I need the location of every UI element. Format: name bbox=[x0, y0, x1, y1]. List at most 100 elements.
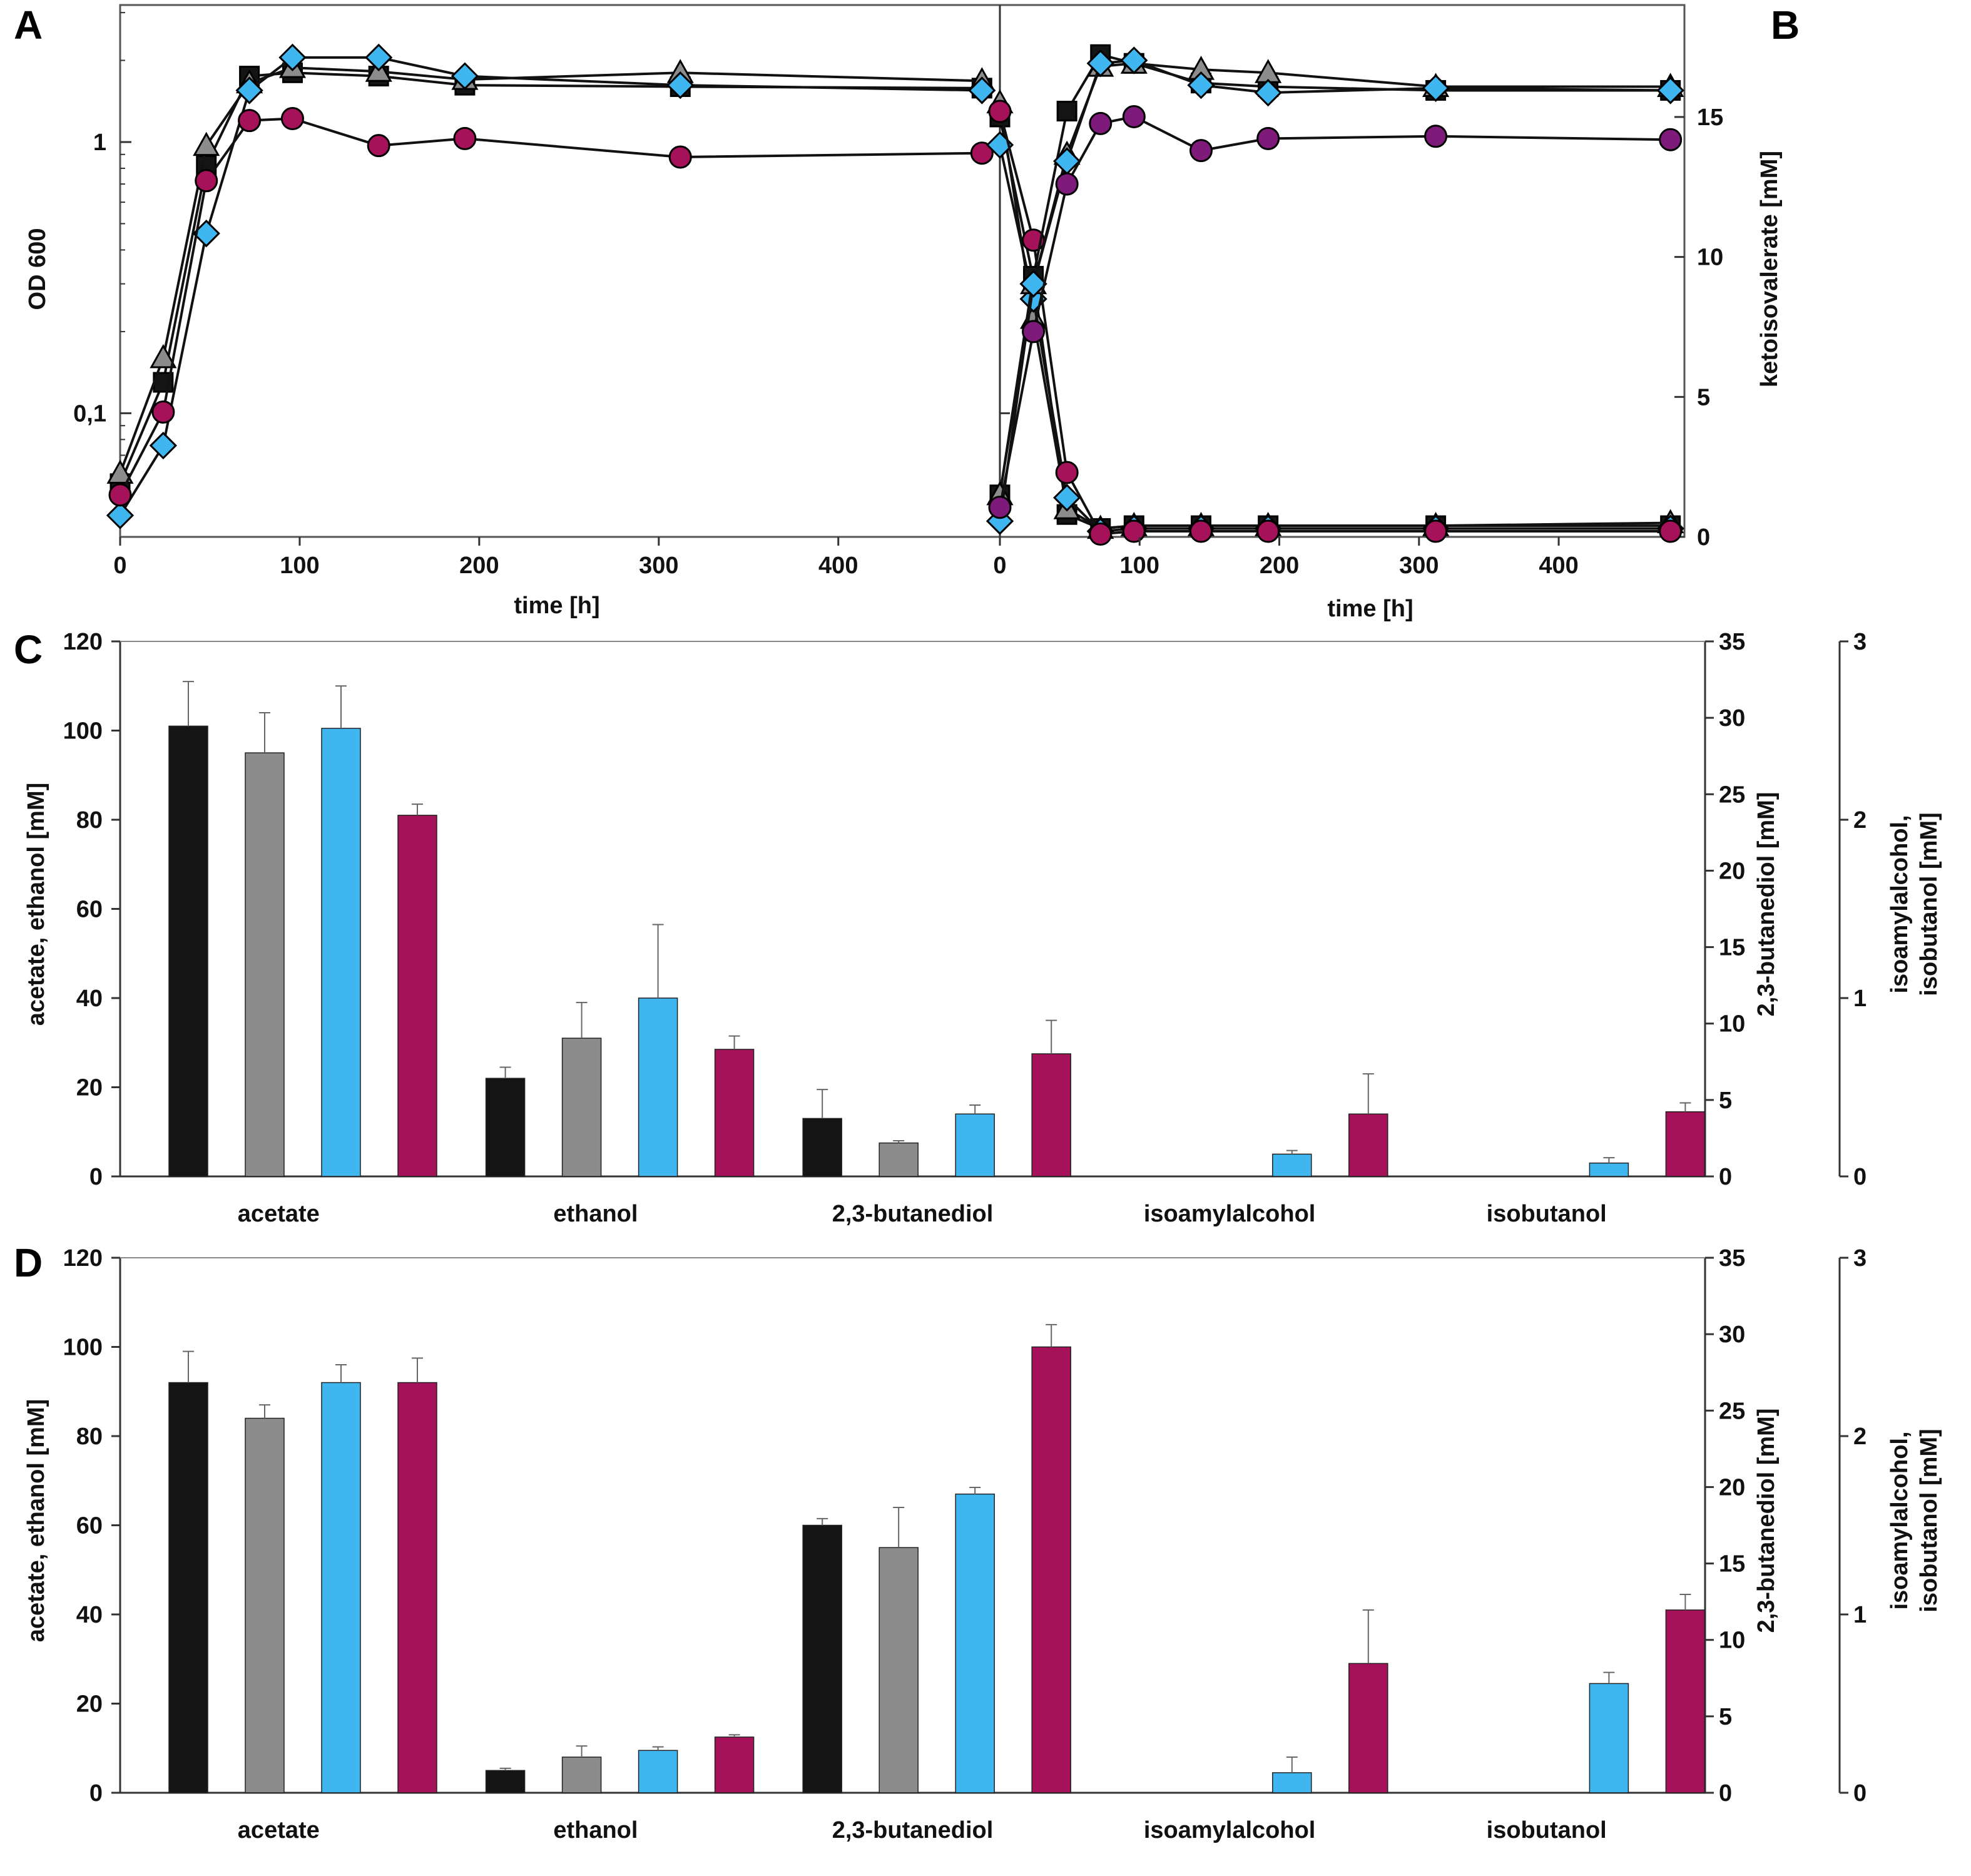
panel-d-y-axis-label: acetate, ethanol [mM] bbox=[23, 1399, 49, 1643]
panel-b-od-series-blue-point bbox=[1187, 71, 1215, 99]
panel-b-kiv-series-black-line bbox=[999, 116, 1671, 530]
panel-d-bar bbox=[561, 1756, 602, 1793]
panel-c-y3-tick-label: 2 bbox=[1853, 807, 1867, 833]
panel-d-y-tick-label: 120 bbox=[63, 1245, 103, 1272]
panel-c-bar bbox=[321, 728, 361, 1177]
panel-b-kiv-series-blue-point bbox=[1053, 484, 1081, 512]
panel-d-y-tick-label: 60 bbox=[76, 1513, 103, 1539]
panel-a-series-gray-point bbox=[150, 344, 177, 369]
panel-c-y2-tick-label: 30 bbox=[1719, 705, 1745, 732]
panel-c-y3-axis-label-line1: isoamylalcohol, bbox=[1887, 815, 1913, 993]
panel-d-bar bbox=[879, 1547, 919, 1793]
panel-d-bar bbox=[1031, 1346, 1071, 1793]
panel-b-kiv-series-magenta-point bbox=[1089, 523, 1113, 546]
panel-b-kiv-series-magenta-point bbox=[1659, 519, 1683, 543]
panel-c-bar bbox=[638, 997, 678, 1177]
panel-b-od-series-purple-point bbox=[1424, 125, 1448, 148]
panel-a-series-magenta-point bbox=[195, 169, 218, 193]
panel-a-series-blue-point bbox=[451, 62, 479, 90]
panel-d-bar bbox=[485, 1770, 526, 1793]
panel-a-y-axis-label: OD 600 bbox=[24, 228, 51, 310]
panel-a-series-blue-point bbox=[365, 43, 393, 71]
panel-d-y3-tick-label: 1 bbox=[1853, 1602, 1867, 1628]
panel-c-y2-axis-label: 2,3-butanediol [mM] bbox=[1753, 792, 1780, 1017]
panel-b-plot: 0 5 10 15 0 100 200 300 400 bbox=[985, 44, 1723, 579]
panel-b-kiv-series-blue-line bbox=[999, 145, 1671, 533]
panel-c-plot: 0 20 40 60 80 100 120 0 5 10 15 20 25 30 35 0 1 2 3 acetate… bbox=[63, 629, 1867, 1227]
panel-d-y-tick-label: 100 bbox=[63, 1335, 103, 1361]
panel-a-series-blue-point bbox=[968, 76, 996, 105]
panel-d-bar bbox=[1272, 1772, 1312, 1793]
panel-c-y2-tick-label: 10 bbox=[1719, 1011, 1745, 1037]
panel-b-kiv-series-magenta-point bbox=[1424, 519, 1448, 543]
panel-b-letter: B bbox=[1771, 3, 1800, 48]
panel-c-y2-tick-label: 20 bbox=[1719, 858, 1745, 884]
panel-c-letter: C bbox=[14, 627, 43, 672]
panel-c-y-tick-label: 120 bbox=[63, 629, 103, 655]
panel-d-category-label: isobutanol bbox=[1487, 1817, 1607, 1843]
panel-c-y2-tick-label: 15 bbox=[1719, 935, 1745, 961]
panel-d-y2-axis-label: 2,3-butanediol [mM] bbox=[1753, 1409, 1780, 1633]
panel-b-kiv-series-magenta-point bbox=[1189, 519, 1213, 543]
panel-c-y2-tick-label: 35 bbox=[1719, 629, 1745, 655]
panel-ab-frame bbox=[119, 4, 1686, 538]
panel-a-x-tick-label: 0 bbox=[113, 553, 126, 579]
panel-b-y-tick-label: 10 bbox=[1697, 245, 1723, 271]
panel-d-y3-tick-label: 3 bbox=[1853, 1245, 1867, 1272]
panel-a-series-gray-point bbox=[193, 131, 220, 156]
panel-a-plot: 0,1 1 0 100 200 300 400 bbox=[73, 12, 996, 579]
panel-b-od-series-purple-point bbox=[1659, 128, 1683, 151]
panel-d-bar bbox=[802, 1524, 842, 1793]
panel-b-od-series-blue-point bbox=[1019, 270, 1047, 298]
panel-a-y-tick-label: 1 bbox=[93, 130, 106, 156]
panel-c-bar bbox=[879, 1142, 919, 1177]
panel-b-od-series-purple-point bbox=[1089, 111, 1113, 135]
panel-d-y2-tick-label: 10 bbox=[1719, 1628, 1745, 1654]
panel-c-y-tick-label: 20 bbox=[76, 1075, 103, 1101]
panel-c-category-label: acetate bbox=[238, 1201, 320, 1227]
panel-a-series-magenta-point bbox=[151, 400, 175, 424]
panel-c-y3-tick-label: 0 bbox=[1853, 1164, 1867, 1190]
panel-c-category-label: isobutanol bbox=[1487, 1201, 1607, 1227]
panel-c-category-label: 2,3-butanediol bbox=[832, 1201, 994, 1227]
panel-c-y-tick-label: 60 bbox=[76, 897, 103, 923]
panel-c-bar bbox=[955, 1113, 995, 1177]
panel-b-od-series-blue-point bbox=[1086, 49, 1114, 78]
panel-b-od-series-black-point bbox=[1056, 101, 1077, 122]
panel-c-y-tick-label: 100 bbox=[63, 718, 103, 745]
panel-d-bar bbox=[397, 1382, 437, 1793]
panel-b-kiv-series-magenta-point bbox=[1256, 519, 1280, 543]
panel-c-bar bbox=[561, 1037, 602, 1177]
panel-a-series-magenta-point bbox=[108, 483, 132, 507]
panel-c-y3-tick-label: 1 bbox=[1853, 986, 1867, 1012]
panel-d-bar bbox=[245, 1417, 285, 1793]
panel-b-od-series-blue-point bbox=[1422, 74, 1450, 102]
panel-b-kiv-series-magenta-point bbox=[988, 99, 1012, 123]
panel-b-x-tick-label: 400 bbox=[1539, 553, 1578, 579]
panel-b-od-series-purple-point bbox=[1189, 139, 1213, 163]
panel-c-bar bbox=[802, 1118, 842, 1177]
panel-d-y2-tick-label: 35 bbox=[1719, 1245, 1745, 1272]
panel-d-y-tick-label: 40 bbox=[76, 1602, 103, 1628]
panel-d-category-label: isoamylalcohol bbox=[1144, 1817, 1316, 1843]
panel-d-y2-tick-label: 25 bbox=[1719, 1398, 1745, 1424]
panel-a-x-tick-label: 200 bbox=[459, 553, 499, 579]
panel-b-od-series-purple-point bbox=[1122, 105, 1146, 128]
panel-c-bar bbox=[1348, 1113, 1388, 1177]
panel-c-bar bbox=[245, 752, 285, 1177]
panel-d-y3-tick-label: 0 bbox=[1853, 1780, 1867, 1807]
panel-b-od-series-blue-point bbox=[1656, 76, 1684, 105]
panel-c-y-tick-label: 0 bbox=[89, 1164, 103, 1190]
panel-a-series-magenta-point bbox=[367, 134, 390, 158]
panel-d-bar bbox=[1348, 1663, 1388, 1793]
panel-c-y3-axis-label-line2: isobutanol [mM] bbox=[1916, 812, 1942, 996]
panel-c-bar bbox=[1272, 1153, 1312, 1177]
panel-b-od-series-purple-point bbox=[1055, 172, 1079, 196]
panel-d-y2-tick-label: 15 bbox=[1719, 1551, 1745, 1578]
panel-a-series-gray-point bbox=[106, 459, 134, 484]
panel-a-x-tick-label: 300 bbox=[639, 553, 678, 579]
panel-d-bar bbox=[1665, 1609, 1706, 1793]
panel-d-y-tick-label: 0 bbox=[89, 1780, 103, 1807]
panel-b-kiv-series-magenta-point bbox=[1122, 519, 1146, 543]
panel-d-bar bbox=[714, 1736, 755, 1793]
